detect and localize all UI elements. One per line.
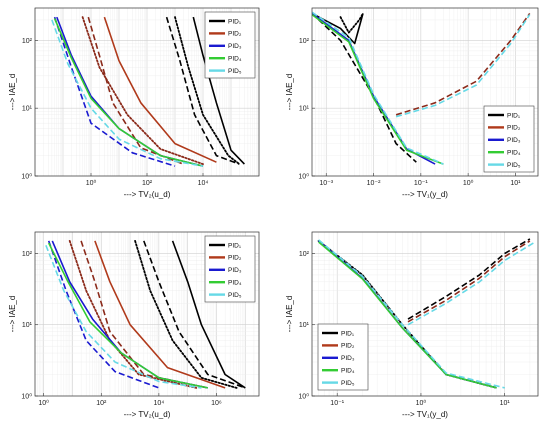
legend: PID₁ PID₂ PID₃ PID₄ PID₅ bbox=[317, 323, 369, 391]
legend-entry-label: PID₄ bbox=[341, 368, 355, 375]
axes-frame bbox=[311, 7, 539, 177]
legend-entry-label: PID₅ bbox=[507, 162, 521, 169]
y-tick-label: 10¹ bbox=[299, 322, 310, 329]
series-line-2 bbox=[407, 238, 531, 320]
legend-entry-label: PID₄ bbox=[507, 150, 521, 157]
chart-panel-tr: 10⁻³ 10⁻² 10⁻¹ 10⁰ 10¹ 10⁰ 10¹ 10² ---> TV₁(y_d)… bbox=[285, 7, 539, 199]
y-tick-label: 10² bbox=[299, 38, 310, 45]
series-line-7 bbox=[312, 11, 444, 165]
series-line-5 bbox=[318, 241, 497, 389]
legend-entry-label: PID₅ bbox=[341, 380, 355, 387]
x-axis-label: ---> TV₁(y_d) bbox=[402, 410, 448, 419]
series-line-1 bbox=[312, 12, 364, 45]
series-line-8 bbox=[53, 16, 176, 167]
y-tick-label: 10⁰ bbox=[298, 393, 309, 401]
x-axis-label: ---> TV₁(y_d) bbox=[402, 190, 448, 199]
y-tick-label: 10⁰ bbox=[21, 393, 32, 401]
legend-entry-label: PID₅ bbox=[228, 68, 242, 75]
legend-entry-label: PID₃ bbox=[228, 267, 242, 274]
series-line-7 bbox=[407, 242, 534, 326]
series-line-3 bbox=[407, 240, 531, 323]
series-group bbox=[312, 11, 531, 165]
y-tick-label: 10¹ bbox=[299, 106, 310, 113]
legend-entry-label: PID₁ bbox=[228, 18, 242, 25]
y-tick-label: 10⁰ bbox=[298, 173, 309, 181]
series-group bbox=[51, 16, 245, 167]
series-line-1 bbox=[192, 16, 245, 165]
series-line-4 bbox=[395, 12, 531, 116]
legend-entry-label: PID₃ bbox=[341, 355, 355, 362]
x-tick-label: 10⁻³ bbox=[319, 180, 333, 187]
series-line-3 bbox=[174, 16, 241, 166]
x-tick-label: 10² bbox=[142, 180, 153, 187]
x-axis-label: ---> TV₂(u_d) bbox=[124, 410, 171, 419]
y-tick-label: 10¹ bbox=[22, 322, 33, 329]
series-line-4 bbox=[94, 240, 226, 389]
legend-entry-label: PID₂ bbox=[341, 343, 355, 350]
series-line-6 bbox=[81, 16, 204, 166]
y-tick-label: 10¹ bbox=[22, 106, 33, 113]
legend-entry-label: PID₁ bbox=[228, 242, 242, 249]
legend-entry-label: PID₁ bbox=[341, 330, 355, 337]
series-line-8 bbox=[395, 14, 531, 118]
x-tick-label: 10⁰ bbox=[416, 399, 427, 407]
x-tick-label: 10¹ bbox=[500, 400, 511, 407]
x-tick-label: 10⁴ bbox=[153, 400, 164, 407]
y-axis-label: ---> IAE_d bbox=[8, 296, 17, 333]
legend-entry-label: PID₃ bbox=[507, 137, 521, 144]
series-group bbox=[317, 238, 534, 389]
series-line-3 bbox=[339, 12, 364, 34]
legend-entry-label: PID₄ bbox=[228, 280, 242, 287]
series-line-2 bbox=[165, 16, 240, 165]
axes-frame bbox=[34, 231, 260, 397]
x-tick-label: 10⁰ bbox=[86, 179, 97, 187]
y-tick-label: 10² bbox=[22, 38, 33, 45]
axes-frame bbox=[311, 231, 539, 397]
x-tick-label: 10² bbox=[96, 400, 107, 407]
legend: PID₁ PID₂ PID₃ PID₄ PID₅ bbox=[483, 105, 535, 173]
x-tick-label: 10¹ bbox=[510, 180, 521, 187]
series-line-1 bbox=[171, 240, 246, 389]
y-tick-label: 10² bbox=[22, 251, 33, 258]
x-axis-label: ---> TV₂(u_d) bbox=[124, 190, 171, 199]
x-tick-label: 10⁻¹ bbox=[330, 400, 344, 407]
legend: PID₁ PID₂ PID₃ PID₄ PID₅ bbox=[204, 11, 256, 79]
legend-entry-label: PID₁ bbox=[507, 112, 521, 119]
series-line-8 bbox=[47, 240, 160, 389]
x-tick-label: 10⁴ bbox=[198, 180, 209, 187]
legend-entry-label: PID₃ bbox=[228, 43, 242, 50]
y-axis-label: ---> IAE_d bbox=[285, 296, 294, 333]
series-line-9 bbox=[47, 242, 208, 389]
series-line-10 bbox=[45, 245, 202, 389]
series-line-10 bbox=[51, 19, 204, 167]
series-line-6 bbox=[312, 13, 444, 165]
x-tick-label: 10⁻² bbox=[367, 180, 381, 187]
legend-entry-label: PID₂ bbox=[228, 255, 242, 262]
y-axis-label: ---> IAE_d bbox=[8, 74, 17, 111]
x-tick-label: 10⁶ bbox=[211, 400, 222, 407]
legend-entry-label: PID₅ bbox=[228, 292, 242, 299]
chart-panel-tl: 10⁰ 10² 10⁴ 10⁰ 10¹ 10² ---> TV₂(u_d) ---> IAE_… bbox=[8, 7, 260, 199]
series-line-9 bbox=[53, 18, 204, 167]
series-line-5 bbox=[87, 16, 184, 165]
series-group bbox=[45, 239, 246, 389]
x-tick-label: 10⁰ bbox=[463, 179, 474, 187]
series-line-6 bbox=[318, 239, 505, 389]
legend-entry-label: PID₂ bbox=[507, 125, 521, 132]
legend: PID₁ PID₂ PID₃ PID₄ PID₅ bbox=[204, 235, 256, 303]
y-axis-label: ---> IAE_d bbox=[285, 74, 294, 111]
series-line-3 bbox=[134, 239, 238, 389]
legend-entry-label: PID₂ bbox=[228, 31, 242, 38]
x-tick-label: 10⁰ bbox=[38, 399, 49, 407]
x-tick-label: 10⁻¹ bbox=[414, 180, 428, 187]
legend-entry-label: PID₄ bbox=[228, 56, 242, 63]
y-tick-label: 10⁰ bbox=[21, 173, 32, 181]
series-line-4 bbox=[103, 16, 217, 163]
chart-panel-bl: 10⁰ 10² 10⁴ 10⁶ 10⁰ 10¹ 10² ---> TV₂(u_d) ---> I… bbox=[8, 231, 260, 419]
chart-panel-br: 10⁻¹ 10⁰ 10¹ 10⁰ 10¹ 10² ---> TV₁(y_d) ---> IAE… bbox=[285, 231, 539, 419]
y-tick-label: 10² bbox=[299, 251, 310, 258]
series-line-2 bbox=[143, 240, 246, 389]
